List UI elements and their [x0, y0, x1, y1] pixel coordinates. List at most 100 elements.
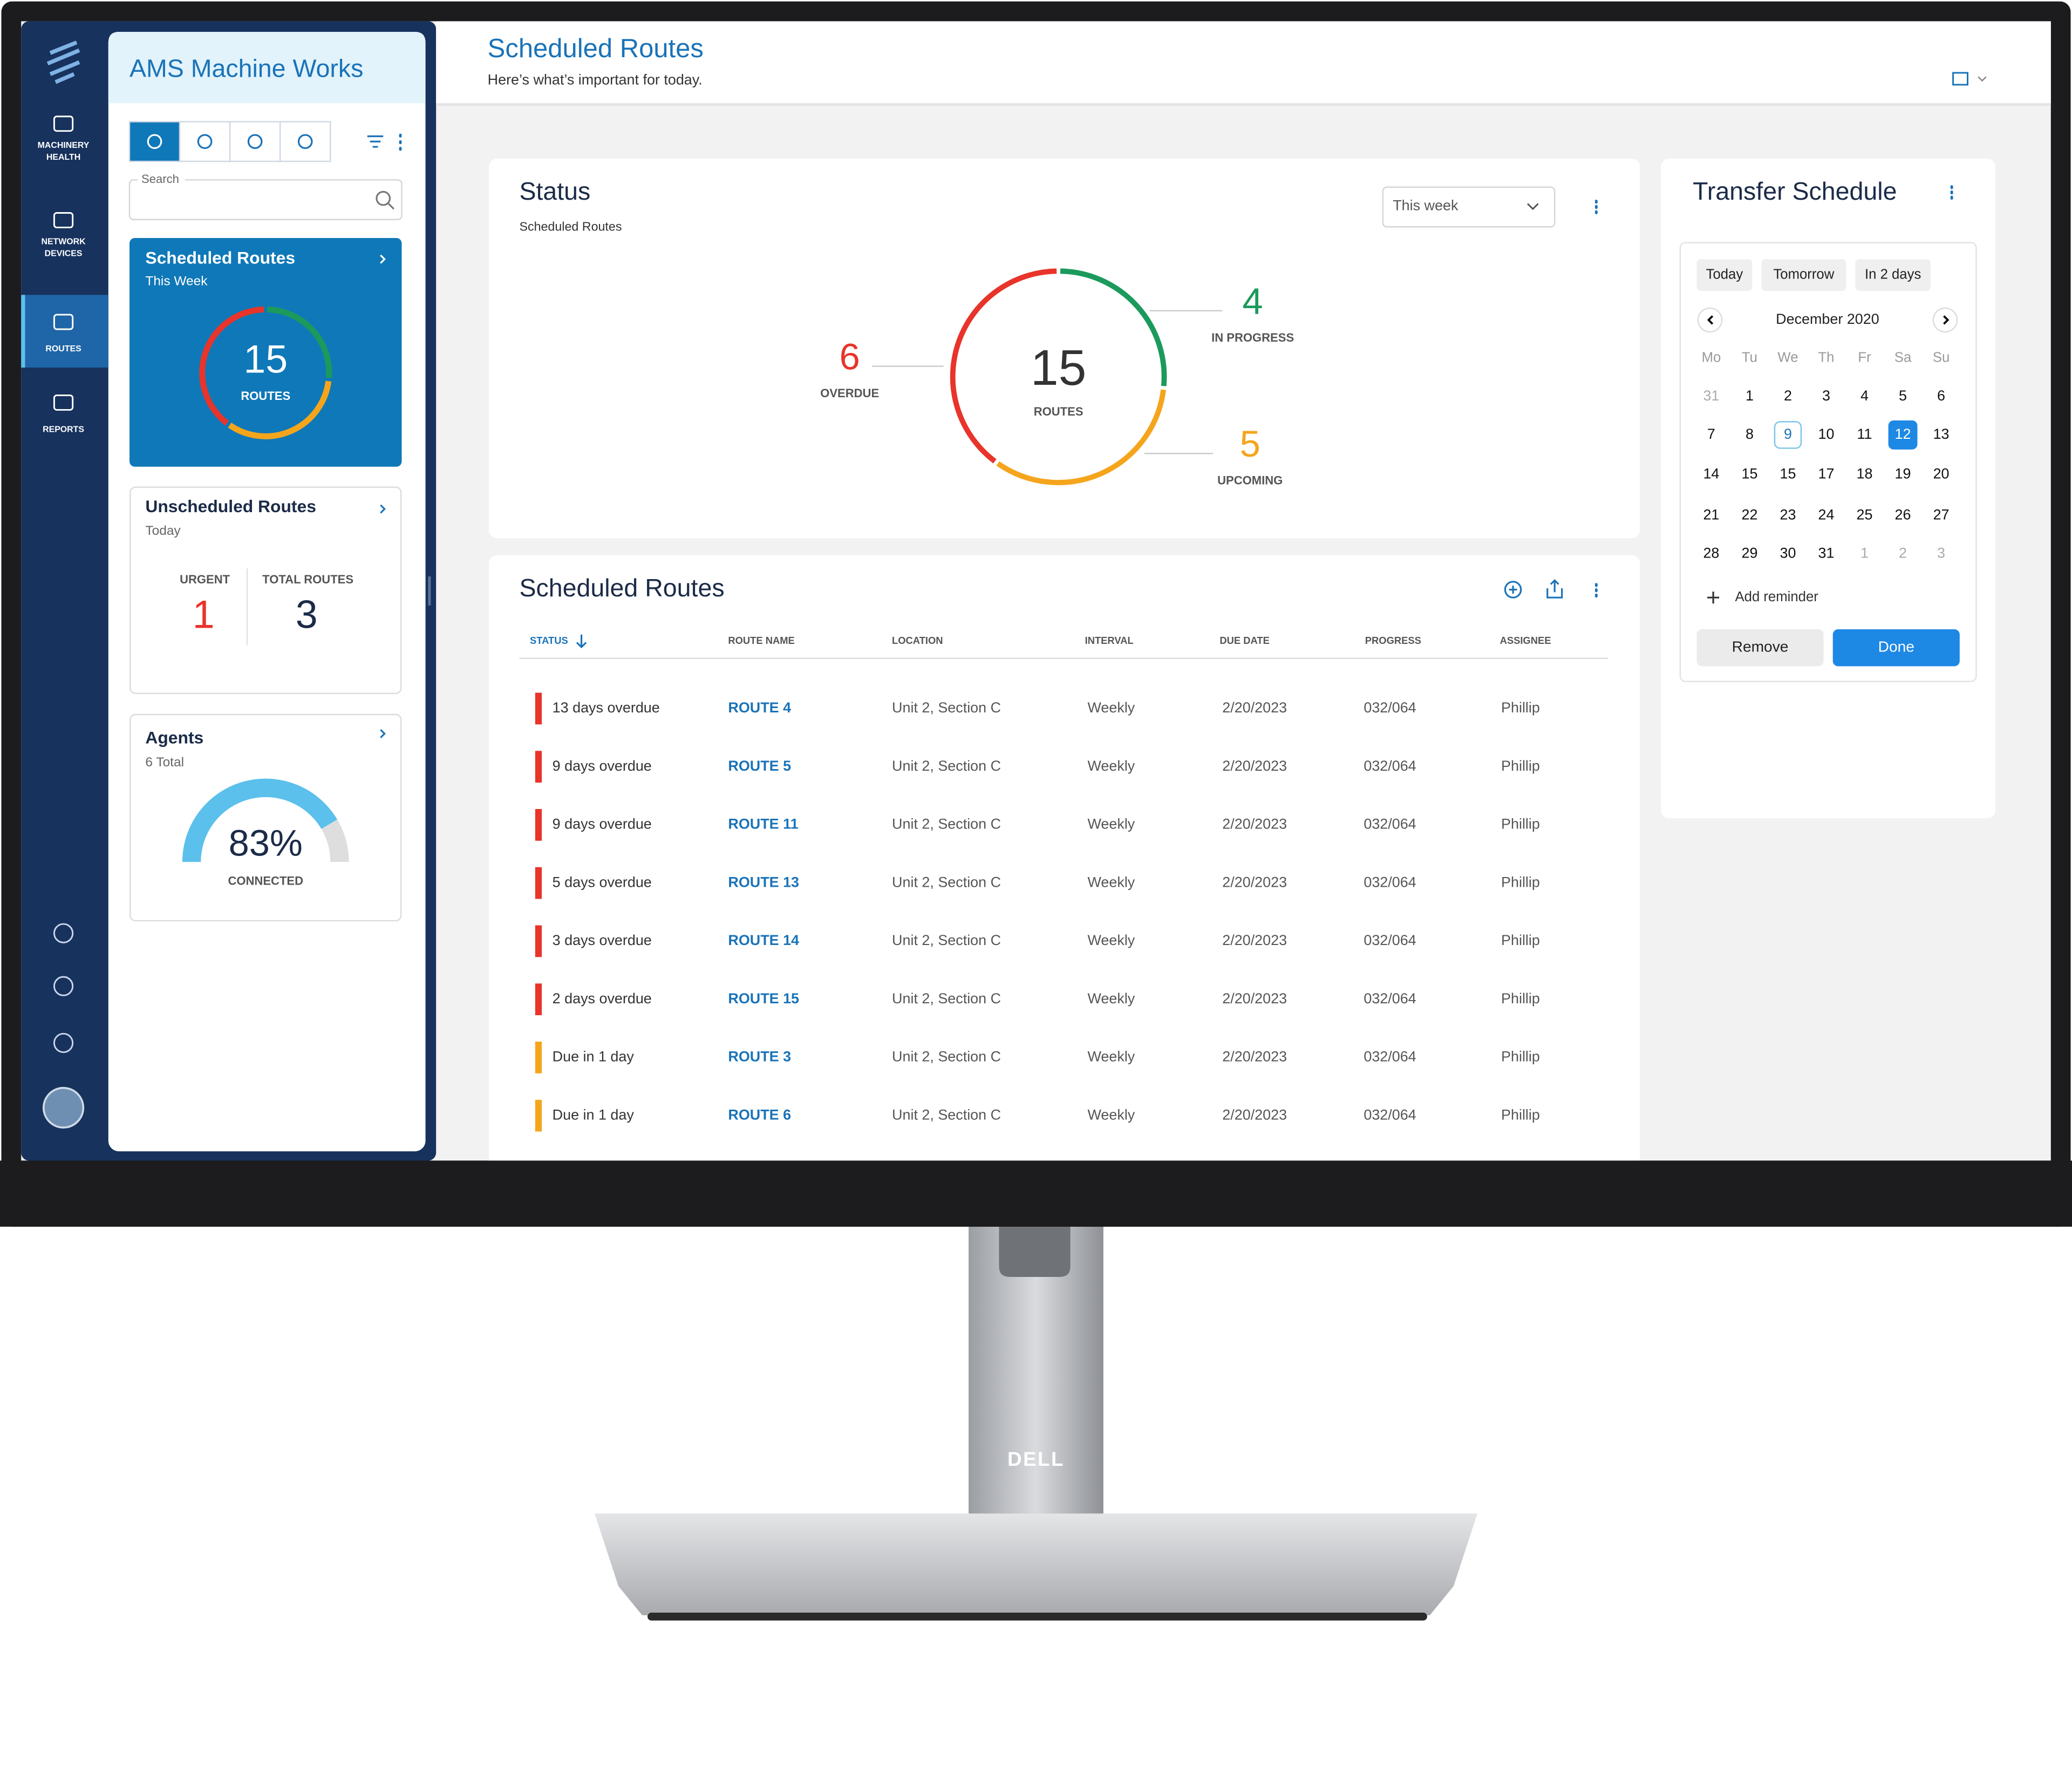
dropdown-caret [1526, 203, 1539, 210]
calendar-day[interactable]: 9 [1784, 426, 1792, 442]
avatar[interactable] [42, 1086, 85, 1129]
nav-label[interactable]: REPORTS [43, 425, 84, 434]
nav-label[interactable]: DEVICES [45, 249, 83, 259]
calendar-day[interactable]: 22 [1741, 506, 1757, 522]
calendar-day[interactable]: 1 [1746, 388, 1754, 404]
calendar-day[interactable]: 14 [1703, 466, 1719, 482]
table-cell: Unit 2, Section C [892, 816, 1001, 832]
calendar-day[interactable]: 13 [1933, 426, 1950, 442]
calendar-day[interactable]: 27 [1933, 506, 1950, 522]
quick-button[interactable] [1761, 259, 1846, 291]
nav-label[interactable]: NETWORK [41, 237, 86, 247]
calendar-day[interactable]: 17 [1818, 466, 1835, 482]
nav-util-icon[interactable] [53, 976, 74, 996]
column-header[interactable]: DUE DATE [1219, 635, 1269, 646]
segment-value: 4 [1243, 281, 1263, 322]
calendar-day[interactable]: 20 [1933, 466, 1950, 482]
column-header[interactable]: LOCATION [892, 635, 943, 646]
card-subtitle: Today [145, 524, 181, 538]
table-cell: 032/064 [1364, 816, 1416, 832]
tab-routes[interactable] [179, 121, 231, 162]
card-title: Agents [145, 728, 203, 747]
calendar-day[interactable]: 19 [1895, 466, 1911, 482]
calendar-day[interactable]: 18 [1857, 466, 1873, 482]
route-link[interactable]: ROUTE 14 [728, 932, 799, 948]
layout-toggle[interactable] [1952, 72, 1968, 86]
calendar-day[interactable]: 26 [1895, 506, 1911, 522]
nav-util-icon[interactable] [53, 923, 74, 943]
calendar-day[interactable]: 6 [1937, 388, 1945, 404]
route-link[interactable]: ROUTE 5 [728, 758, 791, 774]
calendar-day[interactable]: 28 [1703, 545, 1719, 561]
calendar-day[interactable]: 2 [1784, 388, 1792, 404]
calendar-day[interactable]: 3 [1937, 545, 1945, 561]
route-link[interactable]: ROUTE 11 [728, 816, 798, 832]
table-cell: Weekly [1088, 990, 1135, 1007]
add-reminder[interactable]: Add reminder [1735, 589, 1819, 604]
filter-icon[interactable] [367, 135, 384, 148]
route-link[interactable]: ROUTE 13 [728, 874, 799, 890]
remove-button-label[interactable]: Remove [1732, 638, 1789, 655]
status-flag [535, 925, 542, 957]
done-button[interactable] [1832, 629, 1960, 667]
calendar-day[interactable]: 3 [1822, 388, 1830, 404]
column-header[interactable]: STATUS [530, 635, 568, 646]
route-link[interactable]: ROUTE 4 [728, 699, 791, 716]
calendar-day[interactable]: 29 [1741, 545, 1757, 561]
calendar-day[interactable]: 23 [1780, 506, 1796, 522]
calendar-day[interactable]: 12 [1895, 426, 1911, 442]
quick-button[interactable] [1696, 259, 1753, 291]
table-cell: 032/064 [1364, 874, 1416, 890]
route-link[interactable]: ROUTE 6 [728, 1106, 791, 1123]
scheduled-card[interactable] [130, 238, 402, 467]
calendar-day[interactable]: 5 [1899, 388, 1907, 404]
calendar-day[interactable]: 25 [1857, 506, 1873, 522]
column-header[interactable]: INTERVAL [1085, 635, 1134, 646]
calendar-day[interactable]: 15 [1741, 466, 1757, 482]
calendar-day[interactable]: 11 [1857, 426, 1872, 442]
column-header[interactable]: PROGRESS [1365, 635, 1421, 646]
search-box[interactable] [128, 179, 403, 220]
quick-button[interactable] [1855, 259, 1931, 291]
selected-marker [1888, 420, 1918, 450]
column-header[interactable]: ASSIGNEE [1500, 635, 1551, 646]
calendar-day[interactable]: 8 [1746, 426, 1754, 442]
quick-button-label[interactable]: Tomorrow [1773, 267, 1834, 282]
table-cell: 2/20/2023 [1222, 874, 1287, 890]
tab-home[interactable] [128, 121, 181, 162]
route-link[interactable]: ROUTE 3 [728, 1049, 791, 1065]
agents-card[interactable] [130, 713, 402, 922]
calendar-day[interactable]: 21 [1703, 506, 1719, 522]
calendar-day[interactable]: 7 [1707, 426, 1715, 442]
route-link[interactable]: ROUTE 15 [728, 990, 799, 1007]
table-cell: 2/20/2023 [1222, 1106, 1287, 1123]
calendar-day[interactable]: 24 [1818, 506, 1835, 522]
remove-button[interactable] [1696, 629, 1824, 667]
card-subtitle: 6 Total [145, 755, 184, 770]
calendar-day[interactable]: 4 [1860, 388, 1869, 404]
table-cell: 032/064 [1364, 1049, 1416, 1065]
nav-util-icon[interactable] [53, 1032, 74, 1053]
calendar-day[interactable]: 10 [1818, 426, 1835, 442]
column-header[interactable]: ROUTE NAME [728, 635, 794, 646]
calendar-day[interactable]: 15 [1780, 466, 1796, 482]
done-button-label[interactable]: Done [1878, 638, 1914, 655]
calendar-day[interactable]: 1 [1860, 545, 1869, 561]
calendar-day[interactable]: 30 [1780, 545, 1796, 561]
quick-button-label[interactable]: Today [1706, 267, 1743, 282]
calendar-day[interactable]: 31 [1703, 388, 1719, 404]
month-nav[interactable] [1932, 307, 1958, 333]
share-icon[interactable] [1546, 579, 1563, 599]
nav-label[interactable]: MACHINERY [38, 141, 90, 150]
calendar-day[interactable]: 2 [1899, 545, 1907, 561]
period-dropdown[interactable] [1382, 186, 1556, 228]
nav-label[interactable]: HEALTH [46, 153, 80, 162]
tab-device[interactable] [279, 121, 331, 162]
quick-button-label[interactable]: In 2 days [1865, 267, 1921, 282]
add-icon[interactable] [1504, 581, 1522, 599]
nav-label[interactable]: ROUTES [45, 344, 81, 354]
unscheduled-card[interactable] [130, 486, 402, 694]
calendar-day[interactable]: 31 [1818, 545, 1835, 561]
donut-segment [996, 389, 1166, 485]
tab-code[interactable] [229, 121, 281, 162]
